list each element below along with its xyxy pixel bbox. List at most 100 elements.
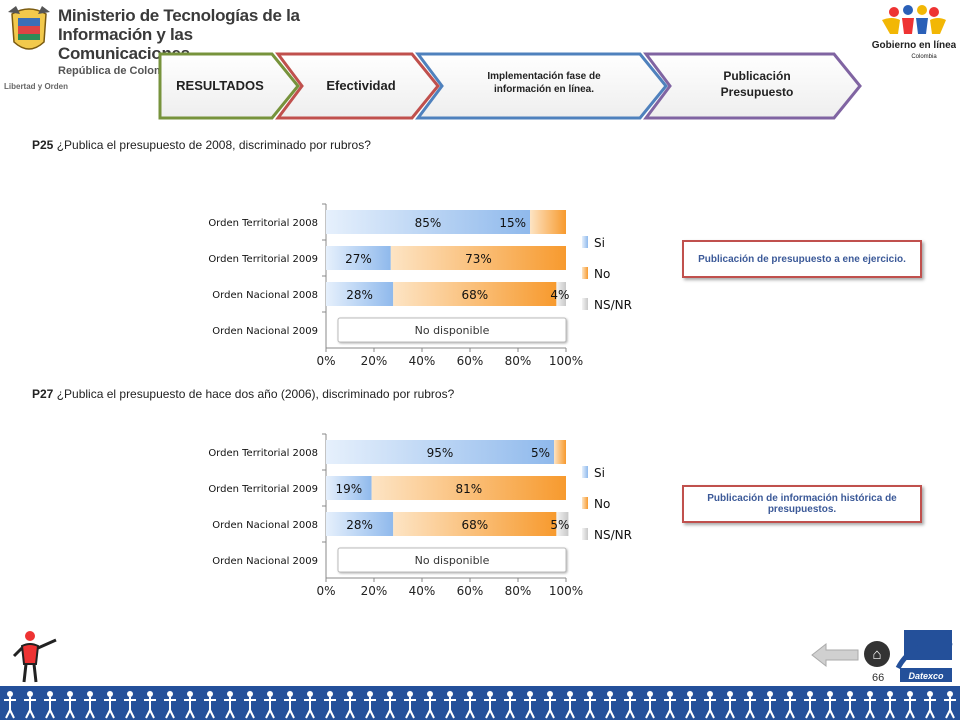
footer-figure-head (47, 691, 53, 697)
ministry-line-1: Ministerio de Tecnologías de la (58, 6, 300, 25)
back-arrow-icon[interactable] (810, 642, 860, 668)
data-label: 5% (550, 518, 569, 532)
category-label: Orden Nacional 2009 (212, 556, 318, 567)
footer-figure-body (924, 697, 936, 719)
bar-segment-si (326, 246, 391, 270)
footer-figure-body (884, 697, 896, 719)
bar-segment-no (371, 476, 566, 500)
footer-figure-body (584, 697, 596, 719)
footer-figure-head (167, 691, 173, 697)
unavailable-label: No disponible (415, 554, 490, 567)
category-label: Orden Territorial 2009 (208, 484, 318, 495)
category-label: Orden Nacional 2009 (212, 326, 318, 337)
footer-figure-head (547, 691, 553, 697)
legend-label: Si (594, 236, 605, 250)
footer-figure-head (467, 691, 473, 697)
bar-segment-si (326, 210, 530, 234)
unavailable-box (337, 317, 567, 343)
footer-figure-body (464, 697, 476, 719)
footer-figure-body (424, 697, 436, 719)
data-label: 4% (550, 288, 569, 302)
footer-figure-body (244, 697, 256, 719)
bar-segment-si (326, 440, 554, 464)
bar-segment-nsnr (556, 512, 569, 536)
unavailable-box (337, 547, 567, 573)
tab-resultados[interactable]: RESULTADOS (176, 78, 264, 93)
chart-p27: 0% 20% 40% 60% 80% 100% Orden Territorial 2008… (208, 433, 632, 598)
footer-figure-body (344, 697, 356, 719)
x-tick-label: 60% (457, 584, 484, 598)
footer-figure-head (427, 691, 433, 697)
x-tick-label: 0% (316, 354, 335, 368)
footer-figure-body (544, 697, 556, 719)
category-label: Orden Territorial 2008 (208, 218, 318, 229)
question-p25: P25 ¿Publica el presupuesto de 2008, dis… (32, 138, 371, 152)
footer-figure-head (7, 691, 13, 697)
footer-figure-body (784, 697, 796, 719)
motto: Libertad y Orden (4, 82, 69, 91)
footer-figure-head (327, 691, 333, 697)
footer-figure-head (907, 691, 913, 697)
footer-figure-body (264, 697, 276, 719)
footer-figure-body (764, 697, 776, 719)
legend-swatch (582, 497, 588, 509)
ministry-line-2: Información y las Comunicaciones (58, 25, 193, 63)
legend-label: NS/NR (594, 528, 632, 542)
x-tick-label: 20% (361, 584, 388, 598)
chart-p25: 0% 20% 40% 60% 80% 100% Orden Territorial 2008… (208, 203, 632, 368)
footer-figure-body (744, 697, 756, 719)
gov-logo-text: Gobierno en línea (872, 40, 956, 51)
data-label: 27% (345, 252, 372, 266)
datexco-text: Datexco (908, 671, 944, 681)
footer-figure-head (587, 691, 593, 697)
legend-swatch (582, 267, 588, 279)
x-tick-label: 100% (549, 354, 583, 368)
data-label: 15% (499, 216, 526, 230)
footer-figure-head (687, 691, 693, 697)
data-label: 73% (465, 252, 492, 266)
home-icon[interactable]: ⌂ (864, 641, 890, 667)
footer-figure-body (204, 697, 216, 719)
footer-figure-head (207, 691, 213, 697)
question-p27: P27 ¿Publica el presupuesto de hace dos … (32, 387, 454, 401)
footer-figure-head (487, 691, 493, 697)
footer-figure-body (284, 697, 296, 719)
bar-segment-si (326, 282, 394, 306)
tab-publicacion-presupuesto[interactable]: Publicación Presupuesto (720, 69, 794, 99)
footer-figure-head (647, 691, 653, 697)
x-tick-label: 80% (505, 584, 532, 598)
footer-figure-body (944, 697, 956, 719)
footer-figure-head (827, 691, 833, 697)
footer-figure-body (804, 697, 816, 719)
footer-figure-body (724, 697, 736, 719)
category-label: Orden Territorial 2009 (208, 254, 318, 265)
ministry-line-3: República de Colombia (58, 65, 180, 77)
callout-informacion-historica: Publicación de información histórica de … (682, 485, 922, 523)
category-label: Orden Nacional 2008 (212, 290, 318, 301)
footer-figure-head (267, 691, 273, 697)
footer-figure-body (384, 697, 396, 719)
footer-figure-body (624, 697, 636, 719)
data-label: 81% (455, 482, 482, 496)
tab-efectividad[interactable]: Efectividad (326, 78, 396, 93)
bar-segment-no (554, 440, 566, 464)
callout-presupuesto-ejercicio: Publicación de presupuesto a ene ejercic… (682, 240, 922, 278)
x-tick-label: 60% (457, 354, 484, 368)
tab-implementacion[interactable]: Implementación fase de información en lí… (487, 71, 601, 95)
footer-figure-head (347, 691, 353, 697)
footer-figure-body (24, 697, 36, 719)
ministry-name: Ministerio de Tecnologías de la Informac… (58, 6, 318, 77)
footer-pattern-strip (0, 686, 960, 720)
footer-figure-head (947, 691, 953, 697)
footer-figure-head (227, 691, 233, 697)
footer-figure-head (367, 691, 373, 697)
datexco-logo: Datexco (895, 630, 953, 682)
footer-figure-head (107, 691, 113, 697)
footer-figure-body (364, 697, 376, 719)
footer-figure-body (664, 697, 676, 719)
legend-swatch (582, 528, 588, 540)
footer-figure-body (44, 697, 56, 719)
data-label: 68% (461, 288, 488, 302)
coat-of-arms-logo (8, 6, 50, 50)
bar-segment-no (390, 246, 566, 270)
